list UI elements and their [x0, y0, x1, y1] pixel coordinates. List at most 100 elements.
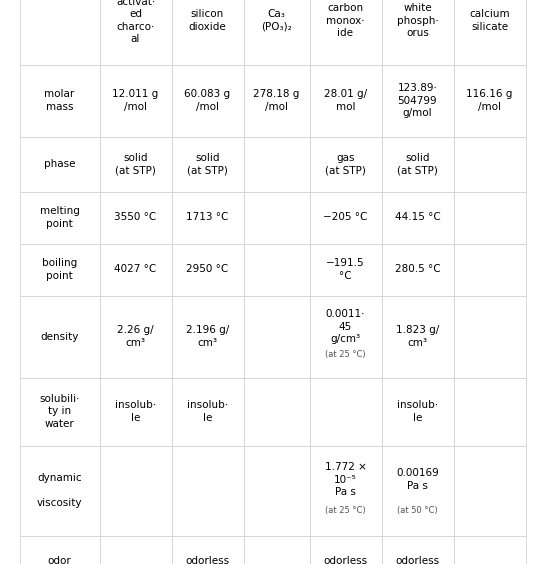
Bar [382, 192, 453, 244]
Bar [20, 0, 100, 64]
Bar [453, 296, 525, 377]
Text: activat⋅
ed
charco⋅
al: activat⋅ ed charco⋅ al [116, 0, 155, 44]
Text: 44.15 °C: 44.15 °C [395, 213, 440, 223]
Bar [382, 446, 453, 535]
Bar [244, 535, 310, 564]
Text: molar
mass: molar mass [44, 89, 75, 112]
Bar [244, 64, 310, 136]
Bar [100, 244, 172, 296]
Bar [382, 64, 453, 136]
Bar [453, 136, 525, 192]
Text: insolub⋅
le: insolub⋅ le [397, 400, 438, 422]
Text: −191.5
°C: −191.5 °C [326, 258, 365, 281]
Bar [172, 192, 244, 244]
Bar [20, 244, 100, 296]
Text: gas
(at STP): gas (at STP) [325, 153, 366, 175]
Text: dynamic

viscosity: dynamic viscosity [37, 473, 82, 508]
Bar [453, 446, 525, 535]
Bar [20, 535, 100, 564]
Text: phase: phase [44, 159, 75, 169]
Bar [310, 136, 381, 192]
Bar [453, 244, 525, 296]
Text: 12.011 g
/mol: 12.011 g /mol [112, 89, 159, 112]
Bar [172, 0, 244, 64]
Bar [100, 136, 172, 192]
Bar [20, 192, 100, 244]
Bar [244, 0, 310, 64]
Bar [172, 136, 244, 192]
Text: (at 50 °C): (at 50 °C) [397, 506, 438, 515]
Bar [382, 296, 453, 377]
Text: Ca₃
(PO₃)₂: Ca₃ (PO₃)₂ [261, 9, 292, 32]
Bar [310, 0, 381, 64]
Bar [100, 0, 172, 64]
Text: odorless: odorless [396, 557, 440, 564]
Text: 123.89⋅
504799
g/mol: 123.89⋅ 504799 g/mol [398, 83, 438, 118]
Text: 28.01 g/
mol: 28.01 g/ mol [324, 89, 367, 112]
Text: carbon
monox⋅
ide: carbon monox⋅ ide [326, 3, 365, 38]
Bar [453, 377, 525, 446]
Bar [20, 296, 100, 377]
Bar [244, 296, 310, 377]
Bar [20, 446, 100, 535]
Bar [382, 244, 453, 296]
Text: 278.18 g
/mol: 278.18 g /mol [253, 89, 300, 112]
Bar [100, 296, 172, 377]
Text: 116.16 g
/mol: 116.16 g /mol [467, 89, 513, 112]
Bar [382, 377, 453, 446]
Text: 2.196 g/
cm³: 2.196 g/ cm³ [186, 325, 229, 347]
Text: silicon
dioxide: silicon dioxide [189, 9, 226, 32]
Bar [310, 377, 381, 446]
Bar [310, 446, 381, 535]
Bar [100, 192, 172, 244]
Text: 2.26 g/
cm³: 2.26 g/ cm³ [117, 325, 154, 347]
Bar [20, 377, 100, 446]
Bar [382, 535, 453, 564]
Text: 1.772 ×
10⁻⁵
Pa s: 1.772 × 10⁻⁵ Pa s [325, 462, 366, 497]
Text: solid
(at STP): solid (at STP) [397, 153, 438, 175]
Text: melting
point: melting point [40, 206, 80, 228]
Text: 280.5 °C: 280.5 °C [395, 265, 440, 275]
Bar [20, 64, 100, 136]
Text: 60.083 g
/mol: 60.083 g /mol [184, 89, 231, 112]
Bar [172, 377, 244, 446]
Text: 4027 °C: 4027 °C [114, 265, 156, 275]
Text: (at 25 °C): (at 25 °C) [325, 350, 366, 359]
Text: 3550 °C: 3550 °C [114, 213, 156, 223]
Bar [172, 64, 244, 136]
Text: solid
(at STP): solid (at STP) [187, 153, 228, 175]
Bar [453, 192, 525, 244]
Bar [453, 0, 525, 64]
Text: odor: odor [47, 557, 71, 564]
Bar [310, 296, 381, 377]
Bar [244, 192, 310, 244]
Text: boiling
point: boiling point [42, 258, 77, 281]
Bar [310, 244, 381, 296]
Bar [100, 64, 172, 136]
Bar [382, 0, 453, 64]
Bar [382, 136, 453, 192]
Bar [453, 64, 525, 136]
Bar [20, 136, 100, 192]
Bar [172, 446, 244, 535]
Bar [244, 244, 310, 296]
Bar [244, 446, 310, 535]
Text: solid
(at STP): solid (at STP) [115, 153, 156, 175]
Text: 1.823 g/
cm³: 1.823 g/ cm³ [396, 325, 439, 347]
Text: odorless: odorless [185, 557, 229, 564]
Text: calcium
silicate: calcium silicate [469, 9, 510, 32]
Text: 1713 °C: 1713 °C [186, 213, 229, 223]
Bar [244, 377, 310, 446]
Bar [310, 535, 381, 564]
Text: density: density [40, 332, 78, 341]
Text: insolub⋅
le: insolub⋅ le [115, 400, 156, 422]
Text: −205 °C: −205 °C [323, 213, 368, 223]
Text: (at 25 °C): (at 25 °C) [325, 506, 366, 515]
Bar [172, 244, 244, 296]
Text: odorless: odorless [323, 557, 367, 564]
Text: insolub⋅
le: insolub⋅ le [187, 400, 228, 422]
Text: 0.0011⋅
45
g/cm³: 0.0011⋅ 45 g/cm³ [326, 309, 365, 344]
Text: white
phosph⋅
orus: white phosph⋅ orus [397, 3, 438, 38]
Text: 0.00169
Pa s: 0.00169 Pa s [396, 469, 439, 491]
Bar [310, 192, 381, 244]
